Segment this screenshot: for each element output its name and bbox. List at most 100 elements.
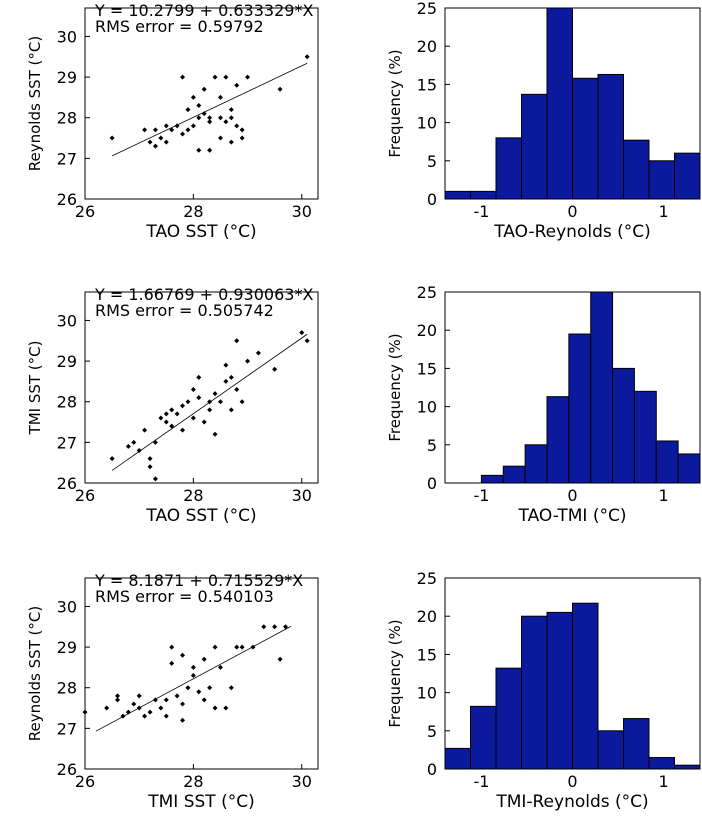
- x-tick-label: -1: [473, 486, 489, 505]
- y-tick-label: 25: [417, 0, 437, 18]
- point: [239, 135, 245, 141]
- point: [185, 399, 191, 405]
- bar: [648, 757, 675, 770]
- annotation: Y = 1.66769 + 0.930063*X: [94, 285, 313, 304]
- y-tick-label: 5: [427, 436, 437, 455]
- point: [277, 656, 283, 662]
- point: [201, 86, 207, 92]
- bar: [444, 190, 471, 200]
- point: [228, 374, 234, 380]
- y-tick-label: 30: [57, 597, 77, 616]
- point: [147, 139, 153, 145]
- point: [272, 624, 278, 630]
- bar: [590, 291, 614, 484]
- x-tick-label: 30: [292, 486, 312, 505]
- y-tick-label: 10: [417, 684, 437, 703]
- point: [217, 135, 223, 141]
- x-tick-label: 30: [292, 202, 312, 221]
- y-tick-label: 15: [417, 645, 437, 664]
- bar: [546, 396, 570, 484]
- y-tick-label: 27: [57, 149, 77, 168]
- x-tick-label: 1: [658, 772, 668, 791]
- point: [115, 697, 121, 703]
- point: [228, 407, 234, 413]
- point: [212, 74, 218, 80]
- bar: [612, 367, 635, 484]
- bar: [521, 615, 548, 770]
- annotation: Y = 8.1871 + 0.715529*X: [94, 571, 303, 590]
- y-axis-label: Reynolds SST (°C): [26, 36, 44, 171]
- x-tick-label: 28: [183, 486, 203, 505]
- point: [196, 147, 202, 153]
- point: [180, 717, 186, 723]
- point: [223, 119, 229, 125]
- point: [109, 456, 115, 462]
- point: [152, 143, 158, 149]
- point: [185, 107, 191, 113]
- y-tick-label: 27: [57, 433, 77, 452]
- bar: [502, 465, 526, 484]
- point: [125, 443, 131, 449]
- x-tick-label: -1: [473, 202, 489, 221]
- axes-frame: [84, 291, 319, 484]
- point: [304, 54, 310, 60]
- point: [277, 86, 283, 92]
- x-tick-label: 26: [75, 202, 95, 221]
- bar: [623, 139, 650, 200]
- x-tick-label: 28: [183, 202, 203, 221]
- bar: [572, 77, 599, 200]
- point: [169, 127, 175, 133]
- point: [109, 135, 115, 141]
- point: [228, 139, 234, 145]
- point: [180, 427, 186, 433]
- point: [180, 652, 186, 658]
- y-tick-label: 27: [57, 719, 77, 738]
- point: [131, 439, 137, 445]
- bar: [444, 747, 471, 770]
- point: [147, 709, 153, 715]
- axes-frame: [444, 7, 701, 200]
- x-tick-label: 0: [567, 772, 577, 791]
- point: [196, 103, 202, 109]
- x-tick-label: 1: [658, 486, 668, 505]
- bar: [524, 444, 548, 484]
- point: [207, 407, 213, 413]
- x-tick-label: 28: [183, 772, 203, 791]
- point: [180, 701, 186, 707]
- point: [142, 127, 148, 133]
- y-tick-label: 20: [417, 37, 437, 56]
- annotation: RMS error = 0.540103: [95, 587, 274, 606]
- bar: [546, 611, 573, 770]
- bar: [648, 160, 675, 200]
- y-tick-label: 26: [57, 190, 77, 209]
- y-tick-label: 15: [417, 359, 437, 378]
- point: [196, 395, 202, 401]
- point: [190, 123, 196, 129]
- x-axis-label: TAO SST (°C): [145, 222, 256, 242]
- y-tick-label: 30: [57, 311, 77, 330]
- bar: [674, 764, 701, 770]
- y-axis-label: Frequency (%): [386, 619, 404, 727]
- point: [147, 456, 153, 462]
- y-tick-label: 15: [417, 75, 437, 94]
- y-axis-label: TMI SST (°C): [26, 341, 44, 436]
- x-axis-label: TAO-Reynolds (°C): [493, 222, 651, 242]
- point: [212, 644, 218, 650]
- bar: [470, 190, 497, 200]
- point: [234, 338, 240, 344]
- point: [163, 697, 169, 703]
- point: [228, 685, 234, 691]
- point: [228, 115, 234, 121]
- x-tick-label: 26: [75, 772, 95, 791]
- point: [136, 447, 142, 453]
- point: [169, 660, 175, 666]
- point: [131, 701, 137, 707]
- bar: [677, 453, 701, 484]
- y-tick-label: 28: [57, 393, 77, 412]
- point: [217, 94, 223, 100]
- point: [217, 399, 223, 405]
- y-tick-label: 5: [427, 152, 437, 171]
- y-tick-label: 29: [57, 352, 77, 371]
- point: [223, 378, 229, 384]
- bar: [521, 93, 548, 200]
